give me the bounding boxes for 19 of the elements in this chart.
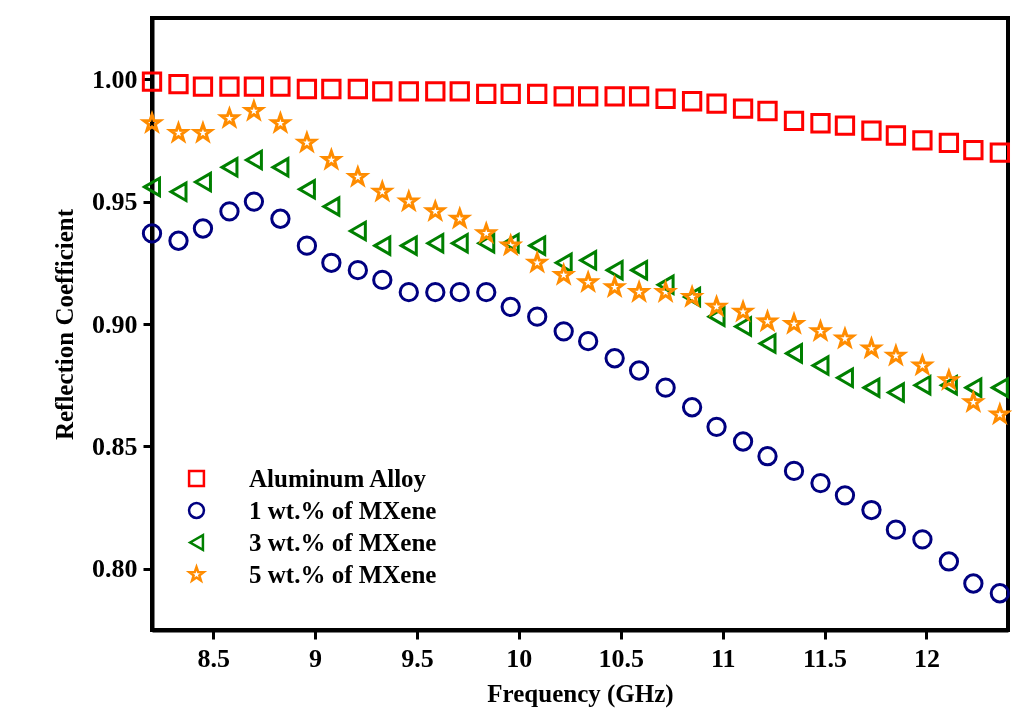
y-tick-label: 0.80 (92, 554, 138, 584)
x-tick-label: 9.5 (401, 643, 434, 673)
x-tick-label: 11 (710, 643, 736, 673)
legend-label: 3 wt.% of MXene (249, 528, 437, 556)
legend-label: 5 wt.% of MXene (249, 560, 437, 588)
y-axis-title: Reflection Coefficient (51, 208, 78, 441)
x-tick-label: 9 (309, 643, 323, 673)
x-tick-label: 12 (913, 643, 940, 673)
x-tick-label: 10.5 (598, 643, 645, 673)
y-tick-label: 0.90 (92, 309, 138, 339)
x-tick-label: 11.5 (803, 643, 848, 673)
y-tick-label: 1.00 (92, 64, 138, 94)
x-axis-title: Frequency (GHz) (487, 679, 674, 708)
y-tick-label: 0.85 (92, 431, 138, 461)
x-tick-label: 10 (506, 643, 533, 673)
y-tick-label: 0.95 (92, 187, 138, 217)
x-tick-label: 8.5 (197, 643, 230, 673)
legend-label: 1 wt.% of MXene (249, 496, 437, 524)
legend-label: Aluminum Alloy (249, 464, 427, 492)
